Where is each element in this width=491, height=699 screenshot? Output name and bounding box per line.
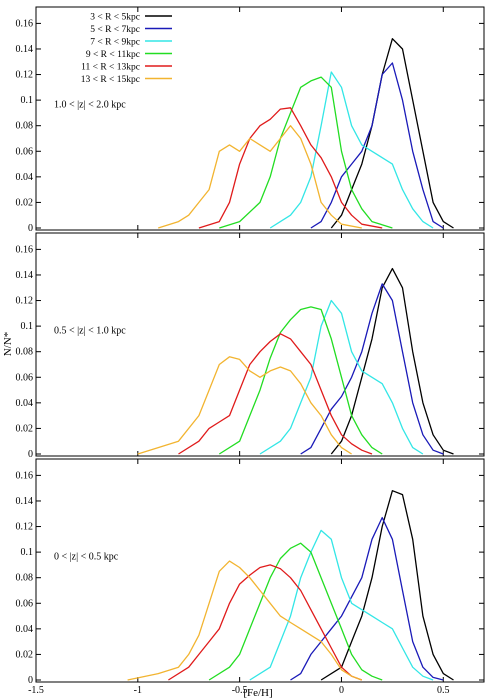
- legend-label: 7 < R < 9kpc: [90, 38, 140, 48]
- x-tick-label: -1: [134, 685, 142, 696]
- y-tick-label: 0.1: [21, 95, 34, 106]
- panel-2-series-line-3: [259, 299, 424, 455]
- panel-2-series-line-5: [178, 333, 373, 455]
- panel-2-series-line-2: [300, 283, 444, 455]
- y-tick-label: 0.02: [16, 197, 34, 208]
- panel-3-series-line-6: [127, 560, 363, 681]
- y-tick-label: 0.06: [16, 598, 34, 609]
- y-tick-label: 0: [28, 223, 33, 234]
- x-tick-label: 0.5: [437, 685, 450, 696]
- x-tick-label: -1.5: [28, 685, 44, 696]
- panel-1-series-line-5: [198, 107, 383, 229]
- panel-3-series-line-2: [290, 516, 444, 681]
- y-tick-label: 0.12: [16, 70, 34, 81]
- y-tick-label: 0: [28, 449, 33, 460]
- y-tick-label: 0.08: [16, 347, 34, 358]
- panel-3-series-line-4: [208, 542, 383, 681]
- y-tick-label: 0.06: [16, 146, 34, 157]
- y-tick-label: 0: [28, 675, 33, 686]
- panel-1-series-line-2: [310, 62, 444, 229]
- y-tick-label: 0.1: [21, 547, 34, 558]
- panel-2-frame: [35, 232, 485, 457]
- y-tick-label: 0.16: [16, 470, 34, 481]
- panel-2-label: 0.5 < |z| < 1.0 kpc: [54, 326, 126, 337]
- x-axis-title: [Fe/H]: [243, 687, 272, 699]
- legend-label: 13 < R < 15kpc: [81, 75, 140, 85]
- panel-2-series-line-6: [137, 356, 352, 455]
- panel-1-frame: [35, 6, 485, 231]
- y-tick-label: 0.04: [16, 398, 34, 409]
- panel-1-label: 1.0 < |z| < 2.0 kpc: [54, 100, 126, 111]
- y-tick-label: 0.14: [16, 496, 34, 507]
- y-tick-label: 0.08: [16, 121, 34, 132]
- legend-label: 9 < R < 11kpc: [86, 50, 140, 60]
- legend-label: 5 < R < 7kpc: [90, 25, 140, 35]
- panel-3-series-line-3: [249, 529, 434, 681]
- panel-3-series-line-5: [168, 564, 363, 681]
- panel-1-series-line-6: [158, 125, 362, 229]
- panel-3-series-line-1: [320, 490, 454, 681]
- y-tick-label: 0.16: [16, 18, 34, 29]
- panel-1-series-line-1: [330, 38, 454, 229]
- y-tick-label: 0.04: [16, 624, 34, 635]
- panel-1-series-line-4: [219, 76, 393, 229]
- panel-2-series-line-1: [330, 267, 454, 455]
- legend-label: 11 < R < 13kpc: [81, 63, 140, 73]
- y-tick-label: 0.1: [21, 321, 34, 332]
- legend-label: 3 < R < 5kpc: [90, 13, 140, 23]
- y-tick-label: 0.12: [16, 296, 34, 307]
- y-tick-label: 0.14: [16, 44, 34, 55]
- y-tick-label: 0.02: [16, 423, 34, 434]
- y-axis-title: N/N*: [2, 332, 14, 356]
- y-tick-label: 0.06: [16, 372, 34, 383]
- panel-1-series-line-3: [269, 71, 434, 229]
- y-tick-label: 0.02: [16, 649, 34, 660]
- y-tick-label: 0.04: [16, 172, 34, 183]
- y-tick-label: 0.14: [16, 270, 34, 281]
- y-tick-label: 0.08: [16, 573, 34, 584]
- x-tick-label: -0.5: [232, 685, 248, 696]
- panel-3-label: 0 < |z| < 0.5 kpc: [54, 552, 119, 563]
- y-tick-label: 0.12: [16, 522, 34, 533]
- panel-2-series-line-4: [218, 306, 383, 455]
- panel-3-frame: [35, 458, 485, 683]
- x-tick-label: 0: [339, 685, 344, 696]
- y-tick-label: 0.16: [16, 244, 34, 255]
